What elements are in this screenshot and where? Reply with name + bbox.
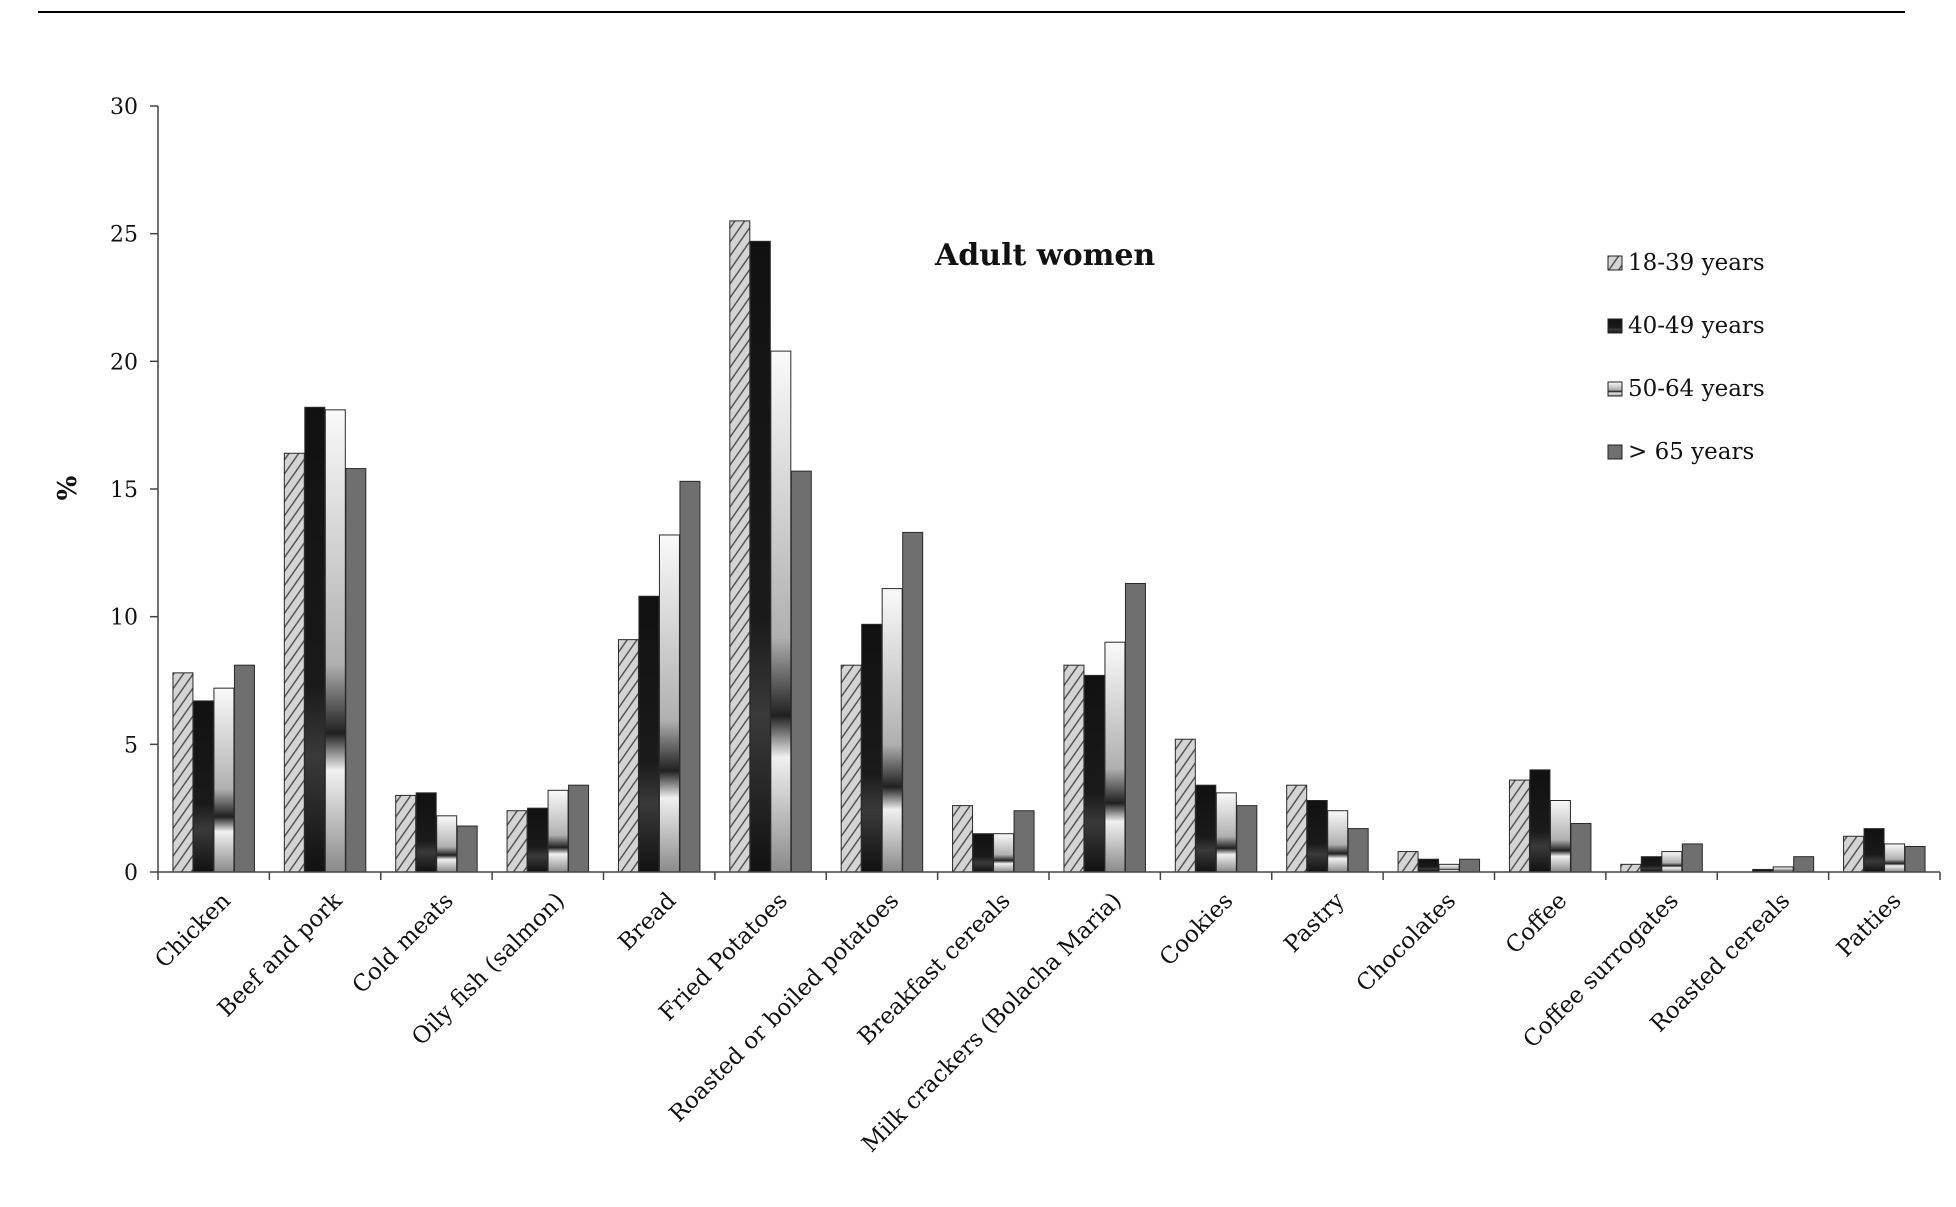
bar — [283, 452, 305, 873]
legend: 18-39 years 40-49 years 50-64 years > 65 ye… — [1607, 250, 1765, 465]
bar — [1347, 828, 1369, 873]
bar — [1904, 845, 1926, 873]
bar — [1863, 828, 1885, 873]
bar — [395, 794, 417, 873]
legend-swatch — [1607, 381, 1623, 397]
bar — [790, 470, 812, 873]
category-label: Cold meats — [348, 888, 459, 999]
y-tick-label: 5 — [124, 733, 138, 758]
y-tick-label: 30 — [110, 95, 138, 120]
bar — [729, 220, 751, 873]
bar — [1620, 863, 1642, 873]
bar — [1013, 810, 1035, 873]
bar — [658, 534, 680, 873]
bar — [506, 810, 528, 873]
bar — [1508, 779, 1530, 873]
bar — [172, 672, 194, 873]
bar — [749, 240, 771, 873]
y-tick-label: 10 — [110, 606, 138, 631]
bar — [1681, 843, 1703, 873]
bar — [902, 531, 924, 873]
chart-title: Adult women — [934, 238, 1155, 273]
bar — [192, 700, 214, 873]
bar — [952, 805, 974, 873]
bar — [1195, 784, 1217, 873]
bar — [770, 350, 792, 873]
bar — [972, 833, 994, 873]
bar — [1459, 858, 1481, 873]
bar — [1397, 851, 1419, 873]
bar — [213, 687, 235, 873]
y-tick-label: 20 — [110, 350, 138, 375]
legend-swatch — [1607, 255, 1623, 271]
bar — [233, 664, 255, 873]
bar — [415, 792, 437, 873]
bar — [1286, 784, 1308, 873]
y-tick-label: 15 — [110, 478, 138, 503]
legend-swatch — [1607, 318, 1623, 334]
bar — [1174, 738, 1196, 873]
category-label: Coffee — [1501, 888, 1572, 959]
bar — [840, 664, 862, 873]
bar — [1063, 664, 1085, 873]
category-label: Pastry — [1280, 888, 1350, 958]
bar — [1661, 851, 1683, 873]
bar — [617, 639, 639, 873]
bar — [304, 406, 326, 873]
legend-swatch — [1607, 444, 1623, 460]
category-label: Bread — [614, 888, 682, 956]
bar — [1215, 792, 1237, 873]
bar — [1793, 856, 1815, 873]
bar — [1884, 843, 1906, 873]
y-tick-label: 0 — [124, 861, 138, 886]
bar — [1236, 805, 1258, 873]
bar — [1640, 856, 1662, 873]
bar — [436, 815, 458, 873]
bar — [1327, 810, 1349, 873]
bar — [1549, 800, 1571, 873]
category-label: Roasted or boiled potatoes — [665, 888, 904, 1127]
category-label: Patties — [1832, 888, 1907, 963]
bar — [1124, 582, 1146, 873]
legend-label: 18-39 years — [1628, 250, 1765, 276]
bar — [881, 588, 903, 873]
bar — [993, 833, 1015, 873]
bar — [1570, 822, 1592, 873]
bar — [1529, 769, 1551, 873]
bar — [547, 789, 569, 873]
y-axis: 0 5 10 15 20 25 30 — [110, 95, 159, 886]
bar — [345, 468, 367, 873]
bar — [1843, 835, 1865, 873]
bar — [527, 807, 549, 873]
bar — [456, 825, 478, 873]
bar — [1418, 858, 1440, 873]
bar — [1772, 866, 1794, 873]
legend-label: 50-64 years — [1628, 376, 1765, 402]
legend-label: > 65 years — [1628, 439, 1754, 465]
bar — [568, 784, 590, 873]
bar — [1438, 863, 1460, 873]
legend-label: 40-49 years — [1628, 313, 1765, 339]
bar — [861, 623, 883, 873]
bar — [1104, 641, 1126, 873]
bar — [324, 409, 346, 873]
bar — [1083, 674, 1105, 873]
bar — [638, 595, 660, 873]
bar — [1306, 800, 1328, 873]
category-label: Chocolates — [1352, 888, 1461, 997]
category-label: Cookies — [1155, 888, 1238, 971]
bar — [679, 480, 701, 873]
y-axis-title: % — [53, 475, 83, 500]
y-tick-label: 25 — [110, 223, 138, 248]
category-label: Chicken — [150, 888, 236, 974]
